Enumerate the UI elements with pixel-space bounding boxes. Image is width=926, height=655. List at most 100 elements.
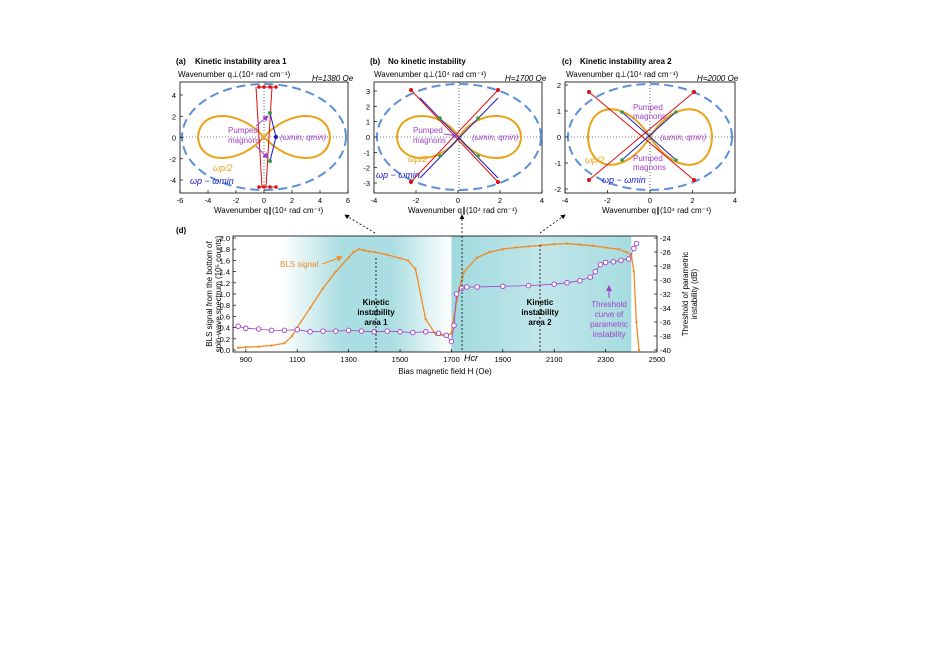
d-ytick-right-label: -36 (660, 318, 671, 327)
panel-a-ytick-label: -2 (169, 155, 176, 164)
panel-c-ytick-label: -2 (554, 185, 561, 194)
threshold-point (587, 274, 593, 280)
threshold-point (451, 322, 457, 329)
panel-c-red-lines (588, 91, 695, 181)
bls-signal-point (578, 243, 582, 246)
d-ytick-right-label: -34 (660, 304, 671, 313)
panel-a-outer-ellipse (181, 83, 347, 191)
threshold-point (625, 256, 632, 262)
bls-signal-point (463, 270, 466, 273)
d-ytick-left-label: 1.0 (220, 290, 230, 299)
bls-signal-point (244, 346, 248, 349)
bls-signal-point (553, 242, 556, 246)
panel-d-yticks-right: -24 -26 -28 -30 -32 -34 -36 -38 -40 (654, 234, 671, 355)
threshold-point (384, 328, 390, 334)
panel-b-xtick-label: -2 (413, 196, 420, 205)
panel-d-ylabel-right-1: Threshold of parametric (681, 252, 690, 336)
bls-signal-point (257, 345, 260, 348)
bls-signal-point (475, 256, 479, 259)
area1-label-2: instability (357, 308, 395, 317)
panel-a-xtick-label: -6 (177, 196, 184, 205)
panel-d-label: (d) (176, 226, 187, 235)
panel-c-xtick-label: 2 (690, 196, 694, 205)
d-xtick-label: 900 (240, 355, 253, 364)
bls-signal-arrow (321, 255, 343, 265)
area1-shading (281, 236, 452, 352)
threshold-point (610, 259, 617, 265)
threshold-point (551, 281, 557, 287)
panel-d-series (235, 240, 641, 352)
panel-b-xlabel: Wavenumber q∥(10⁴ rad cm⁻¹) (408, 206, 518, 215)
panel-a-xtick-label: -2 (233, 196, 240, 205)
panel-c-xlabel: Wavenumber q∥(10⁴ rad cm⁻¹) (602, 206, 712, 215)
d-ytick-right-label: -28 (660, 262, 671, 271)
panel-b-xtick-label: 2 (498, 196, 502, 205)
d-xtick-label: 1700 (443, 355, 460, 364)
bls-signal-point (450, 332, 453, 335)
d-xtick-label: 1300 (340, 355, 357, 364)
panel-c-pumped-bot-2: magnons (633, 163, 666, 172)
threshold-point (397, 329, 403, 335)
area2-label-3: area 2 (528, 318, 552, 327)
panel-c: (c) Kinetic instability area 2 Wavenumbe… (554, 57, 738, 215)
panel-a-ytick-label: 2 (172, 112, 176, 121)
panel-a-wmin: (ωmin, qmin) (280, 133, 327, 142)
bls-signal-point (308, 306, 312, 310)
threshold-point (618, 257, 624, 264)
bls-signal-point (236, 346, 240, 349)
panel-a-pumped-2: magnons (228, 136, 261, 145)
panel-c-pumped-top-2: magnons (633, 112, 666, 121)
d-ytick-right-label: -24 (660, 234, 671, 243)
panel-d-ylabel-left-1: BLS signal from the bottom of (205, 241, 214, 347)
threshold-point (345, 327, 352, 334)
d-xtick-label: 1500 (392, 355, 409, 364)
threshold-point (358, 328, 365, 334)
d-ytick-left-label: 0.6 (220, 312, 230, 321)
threshold-point (592, 268, 599, 275)
panel-c-ytick-label: -1 (554, 159, 561, 168)
panel-a-xlabel: Wavenumber q∥(10⁴ rad cm⁻¹) (214, 206, 324, 215)
panel-a-red-dots (257, 85, 278, 189)
bls-signal-point (347, 256, 350, 259)
panel-b-xtick-label: 4 (540, 196, 544, 205)
bls-signal-point (270, 344, 273, 347)
threshold-point (235, 323, 241, 329)
panel-c-xtick-label: 0 (648, 196, 652, 205)
threshold-point (464, 284, 470, 290)
panel-c-half: ωp/2 (585, 155, 605, 165)
panel-b-wmin: (ωmin, qmin) (472, 133, 519, 142)
threshold-point (294, 326, 300, 333)
panel-a-xtick-label: -4 (205, 196, 212, 205)
threshold-point (633, 240, 640, 247)
panel-a-red-lines (255, 86, 276, 188)
panel-b-xtick-label: -4 (371, 196, 378, 205)
panel-c-ylabel: Wavenumber q⊥(10⁴ rad cm⁻¹) (566, 70, 678, 79)
bls-signal-point (624, 250, 628, 254)
panel-b-diff: ωp − ωmin (376, 170, 420, 180)
panel-b-ytick-label: 3 (366, 87, 370, 96)
panel-b-ytick-label: 1 (366, 118, 370, 127)
panel-b-red-dots (409, 88, 500, 184)
bls-signal-point (367, 250, 371, 253)
panel-c-xtick-label: -2 (604, 196, 611, 205)
threshold-point (577, 277, 583, 284)
bls-signal-point (321, 287, 325, 290)
bls-signal-point (591, 244, 594, 248)
bls-signal-point (290, 334, 294, 338)
panel-a-arrow-down (255, 145, 269, 159)
bls-signal-label: BLS signal (280, 260, 318, 269)
panel-b-isofreq-curve (395, 115, 523, 159)
d-ytick-right-label: -26 (660, 248, 671, 257)
d-ytick-left-label: 1.4 (220, 268, 230, 277)
bls-signal-point (362, 249, 366, 252)
bls-signal-point (398, 256, 402, 260)
threshold-point (371, 329, 378, 335)
threshold-label-4: instability (593, 330, 626, 339)
panel-c-title: Kinetic instability area 2 (580, 57, 672, 66)
panel-b-ylabel: Wavenumber q⊥(10⁴ rad cm⁻¹) (374, 70, 486, 79)
panel-c-diff: ωp − ωmin (602, 175, 646, 185)
threshold-point (281, 327, 288, 334)
panel-d-ylabel-left-2: spin-wave spectrum (10⁵ counts) (214, 235, 223, 352)
area2-label-1: Kinetic (527, 298, 554, 307)
bls-signal-point (334, 270, 337, 273)
